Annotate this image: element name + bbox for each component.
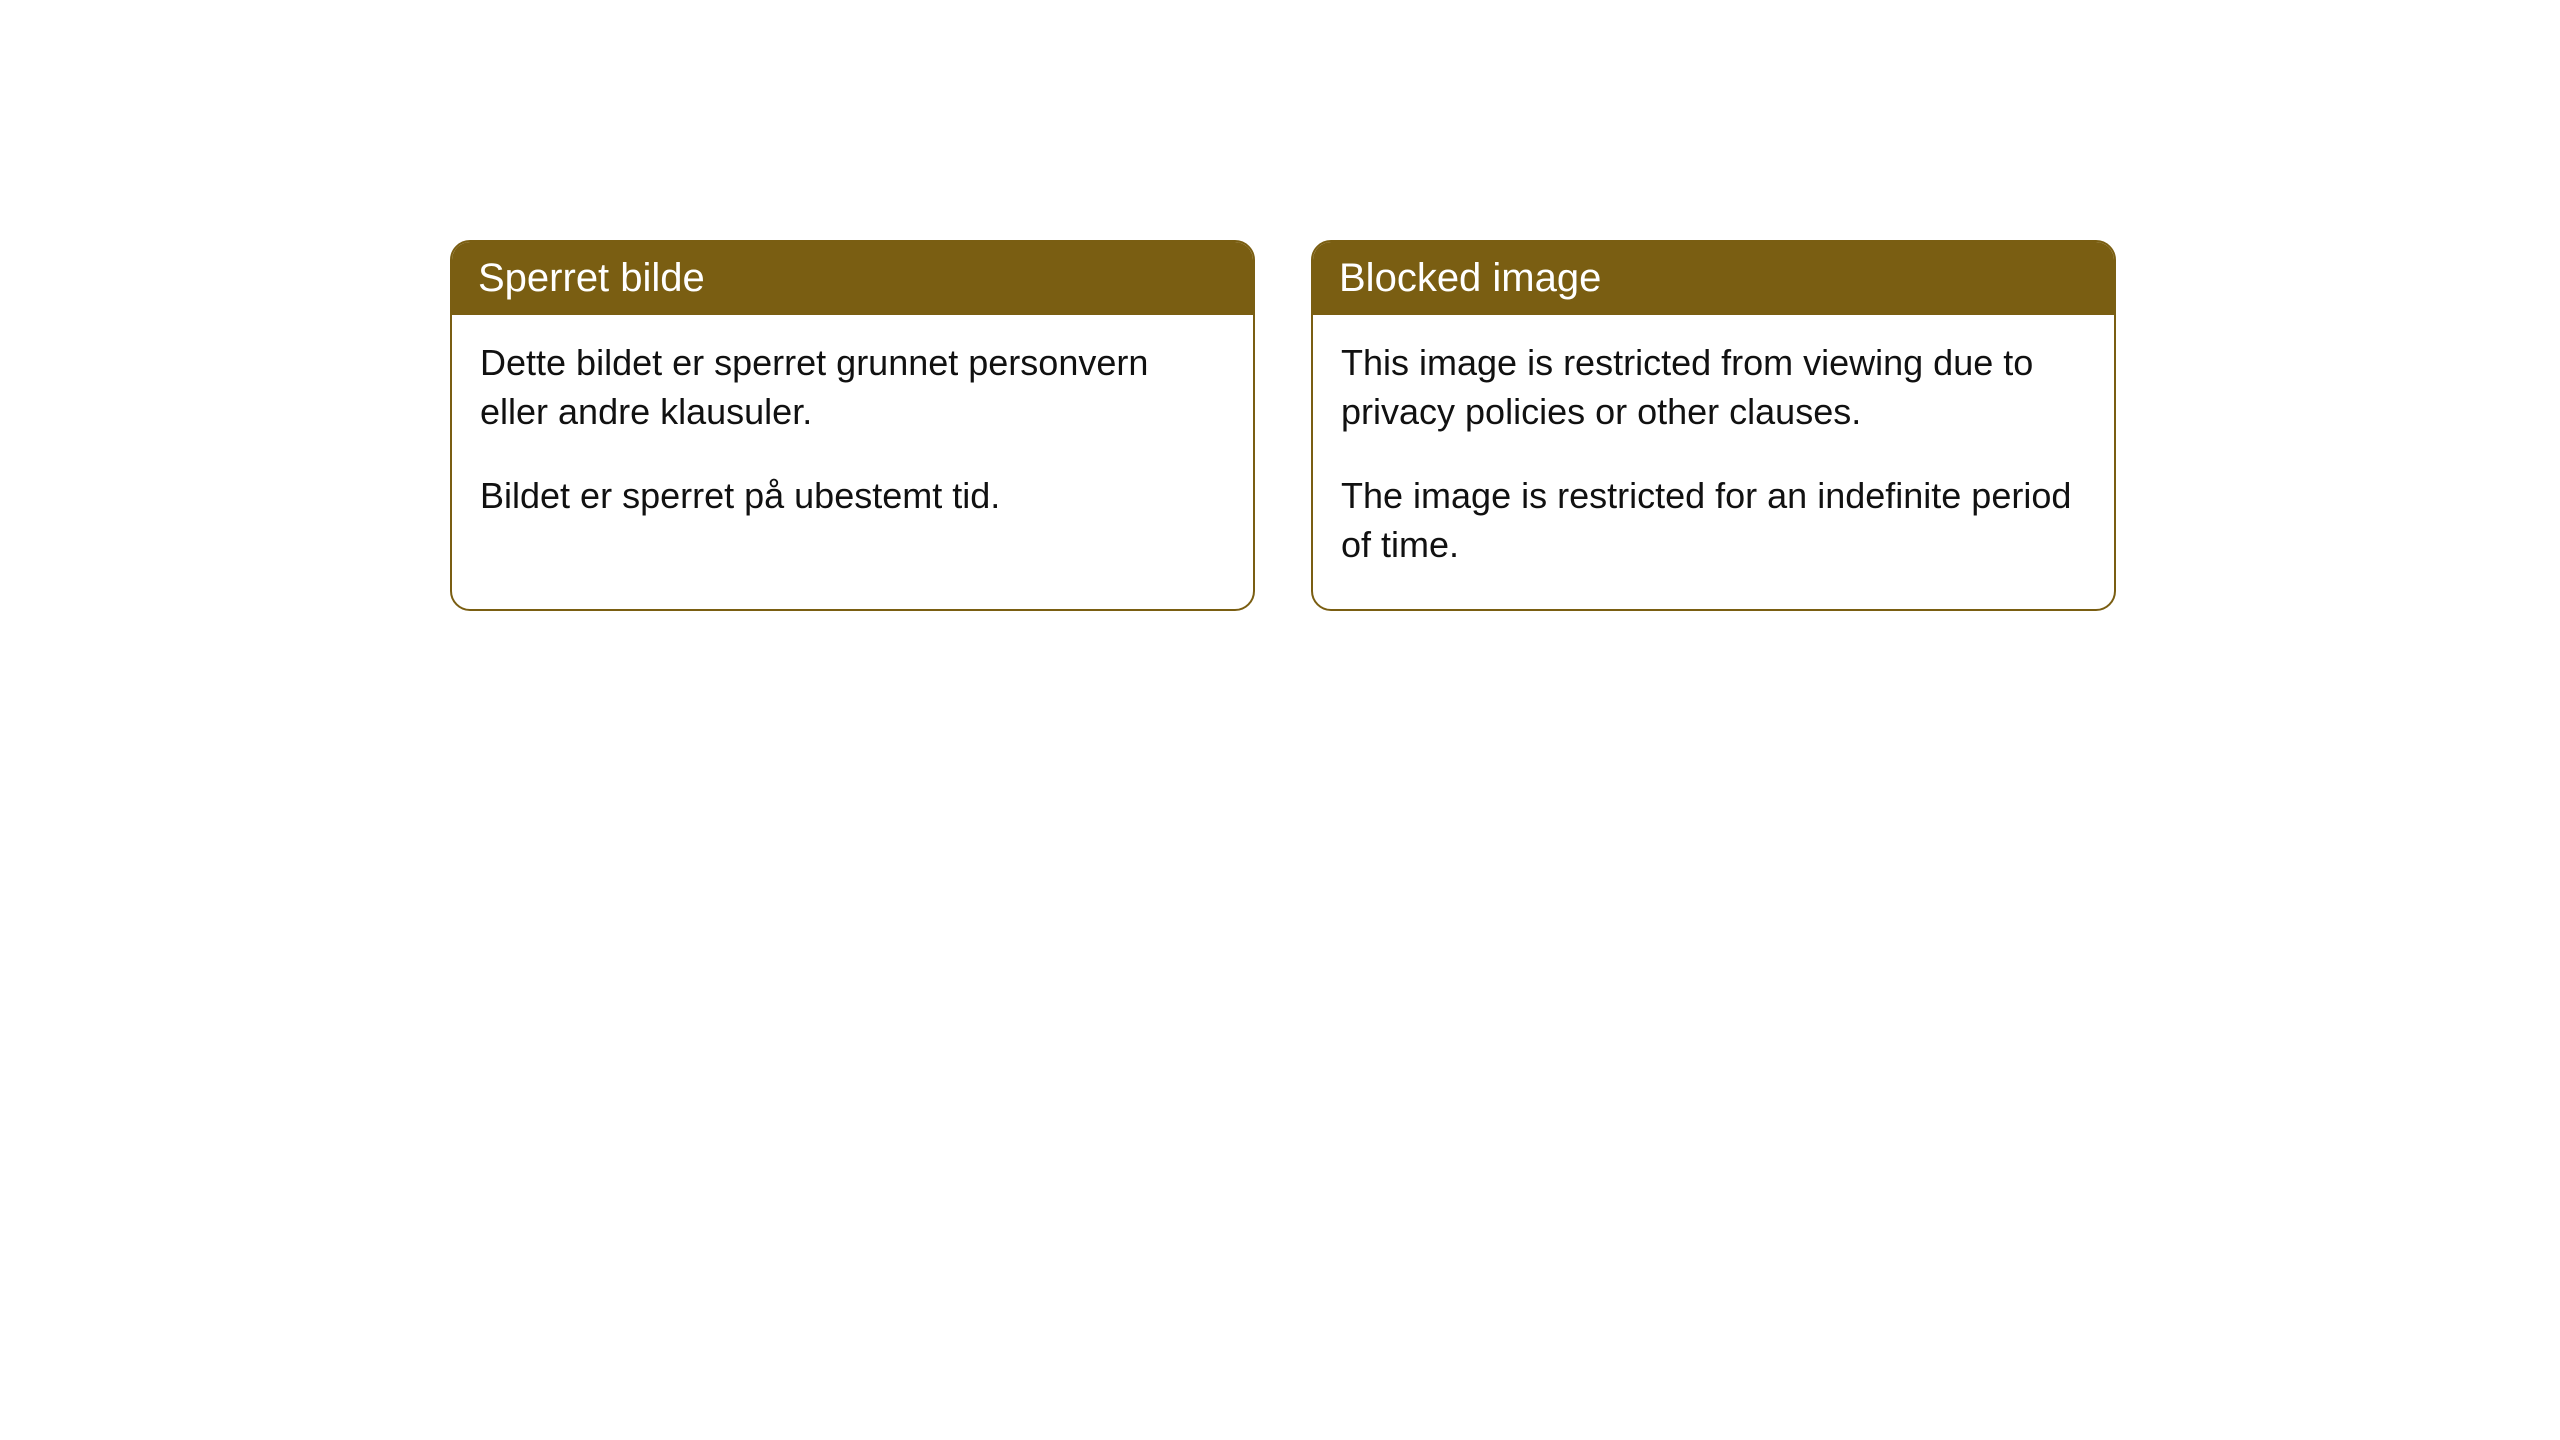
notice-card-right: Blocked image This image is restricted f…	[1311, 240, 2116, 611]
notice-card-left: Sperret bilde Dette bildet er sperret gr…	[450, 240, 1255, 611]
notice-container: Sperret bilde Dette bildet er sperret gr…	[0, 0, 2560, 611]
notice-card-right-title: Blocked image	[1313, 242, 2114, 315]
notice-card-left-p2: Bildet er sperret på ubestemt tid.	[480, 472, 1225, 521]
notice-card-left-body: Dette bildet er sperret grunnet personve…	[452, 315, 1253, 561]
notice-card-right-body: This image is restricted from viewing du…	[1313, 315, 2114, 609]
notice-card-right-p1: This image is restricted from viewing du…	[1341, 339, 2086, 436]
notice-card-left-p1: Dette bildet er sperret grunnet personve…	[480, 339, 1225, 436]
notice-card-left-title: Sperret bilde	[452, 242, 1253, 315]
notice-card-right-p2: The image is restricted for an indefinit…	[1341, 472, 2086, 569]
